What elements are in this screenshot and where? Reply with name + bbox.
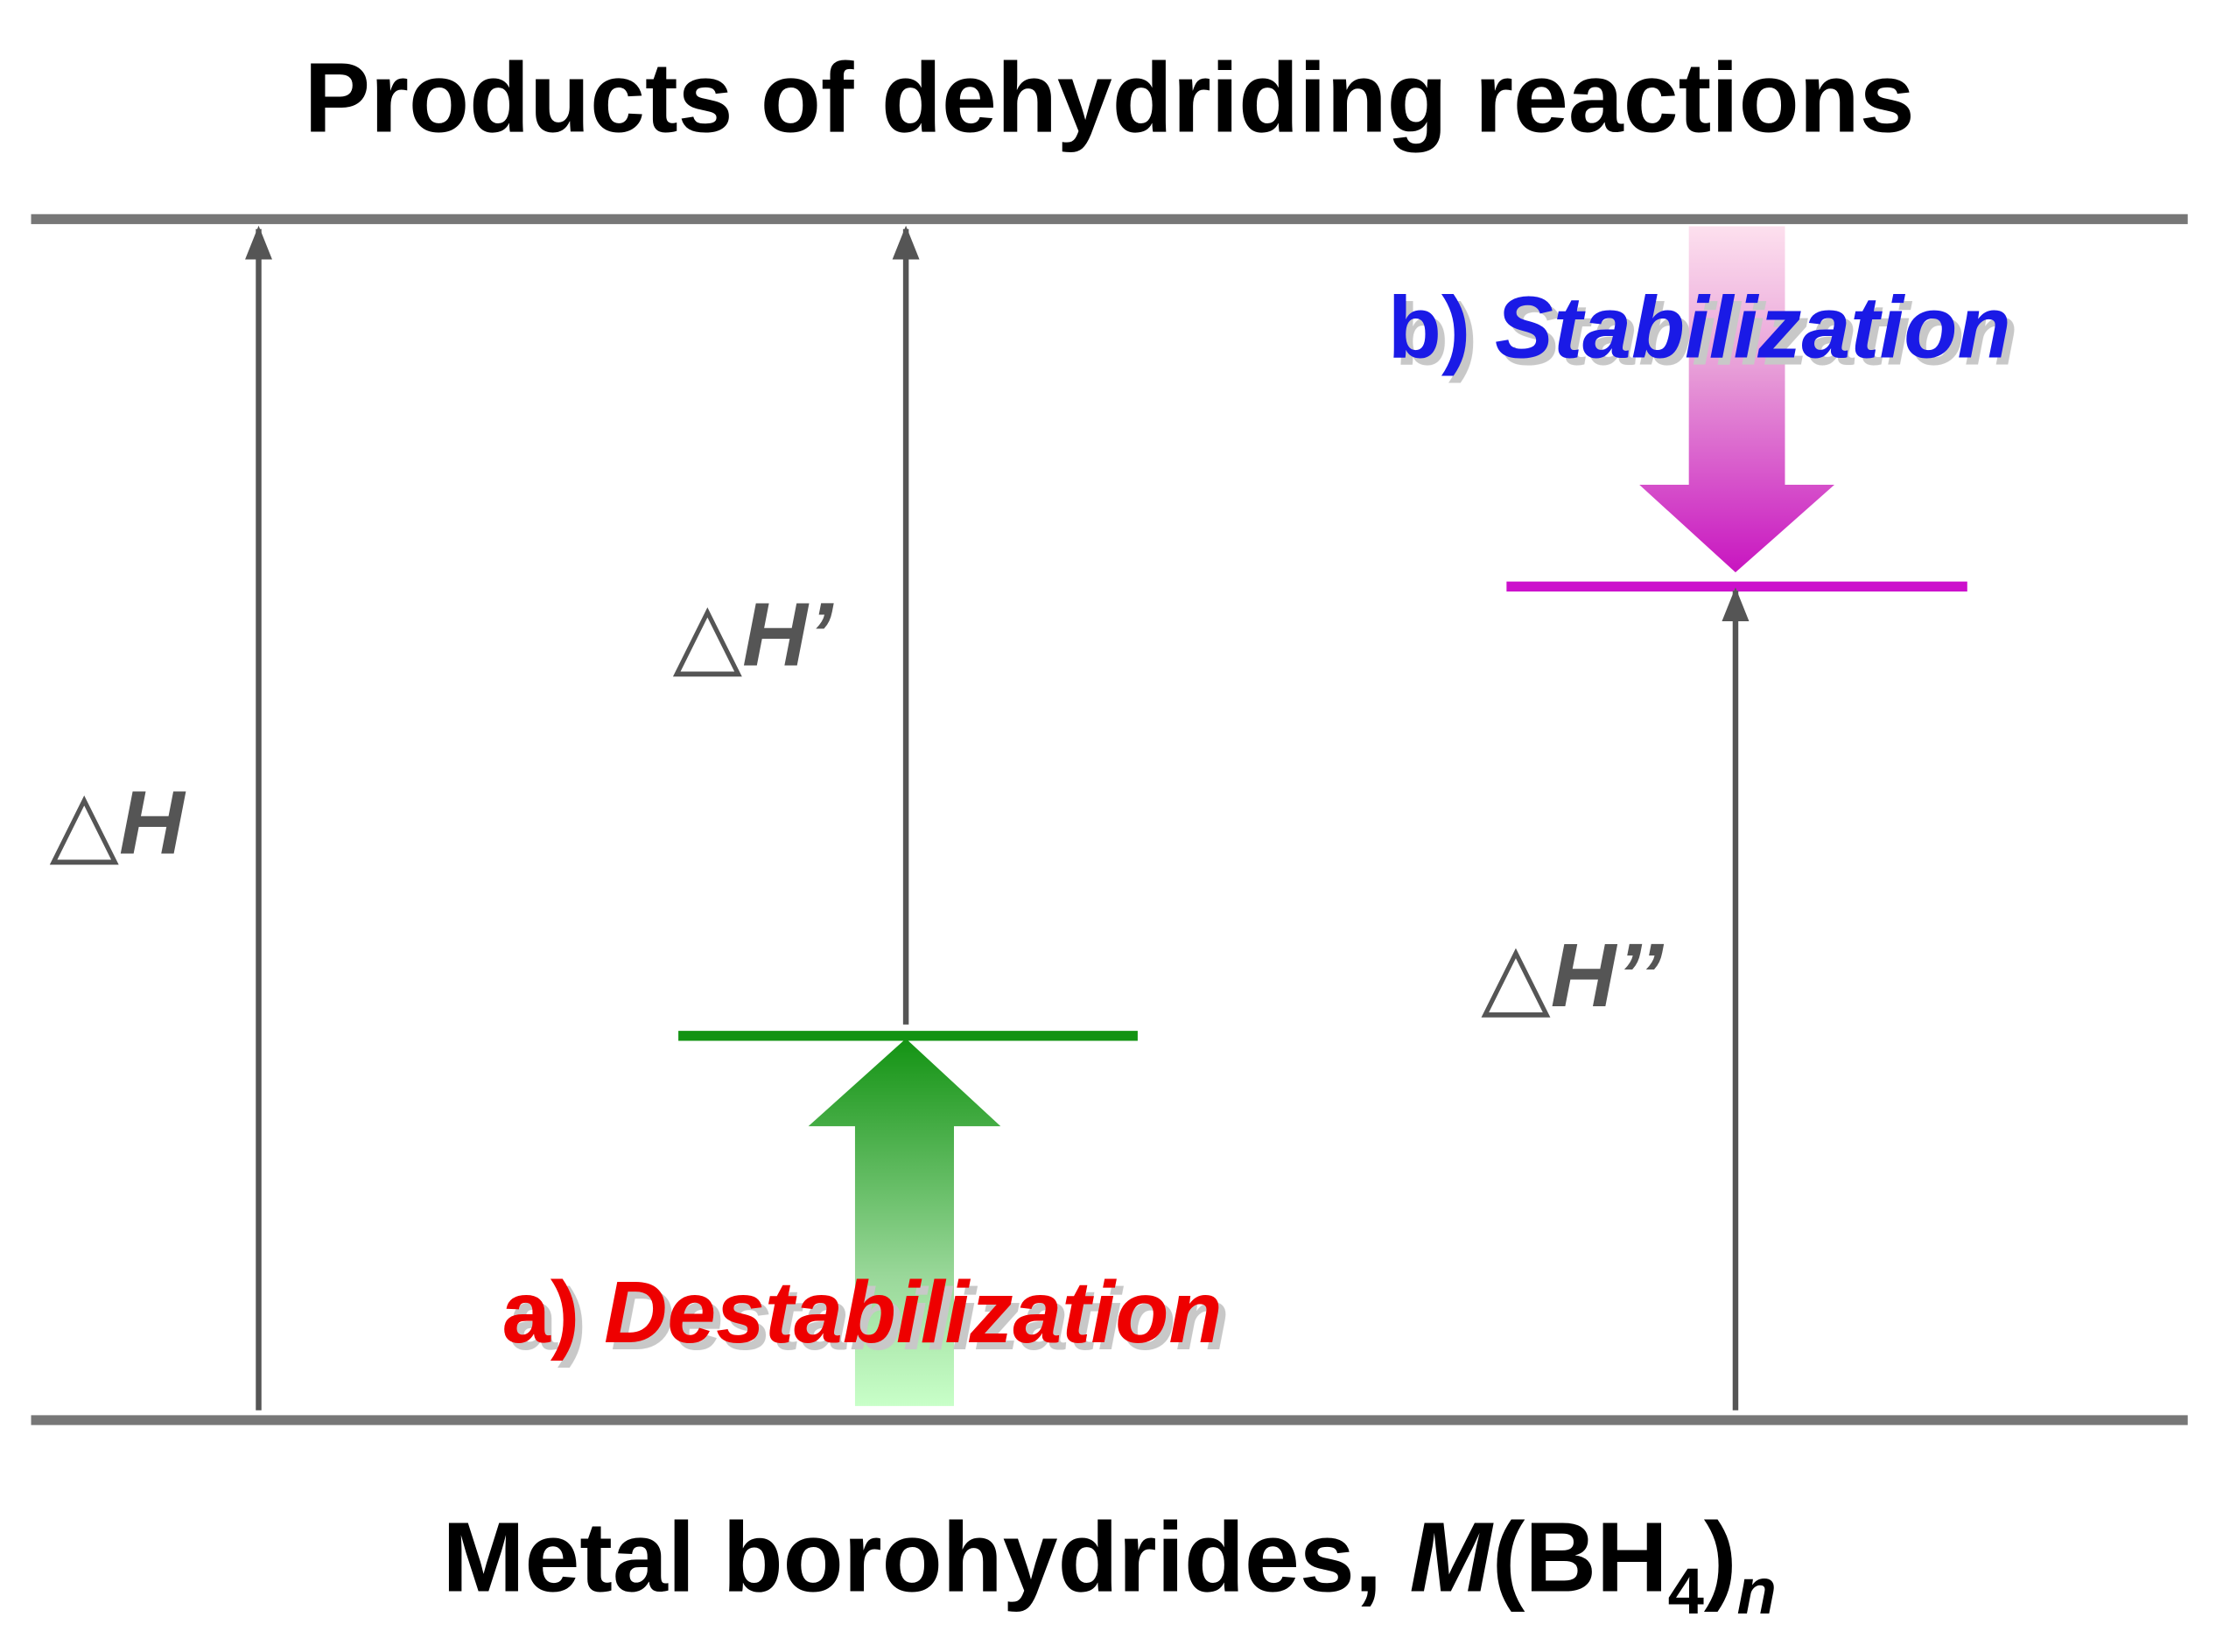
formula-subscript: 4	[1668, 1555, 1704, 1628]
destabilization-arrow	[808, 1039, 1001, 1406]
footer-text: Metal borohydrides,	[442, 1502, 1382, 1612]
footer: Metal borohydrides, M(BH4)n	[442, 1502, 1777, 1628]
formula-index: n	[1737, 1555, 1777, 1628]
formula-close: )	[1704, 1502, 1737, 1612]
stabilization-arrow	[1639, 226, 1835, 573]
stabilization-prefix: b)	[1388, 279, 1471, 377]
title: Products of dehydriding reactions	[305, 42, 1915, 152]
dh-prime-label: △H’	[673, 584, 834, 685]
dh-label: △H	[50, 771, 186, 872]
dh-double-prime-label: △H’’	[1481, 924, 1664, 1026]
stabilization-label: b) Stabilization	[1388, 279, 2011, 377]
stabilization-text: Stabilization	[1495, 279, 2011, 377]
destabilization-prefix: a)	[501, 1264, 579, 1362]
destabilization-label: a) Destabilization	[501, 1264, 1222, 1362]
formula-open: (BH	[1492, 1502, 1668, 1612]
formula-metal: M	[1410, 1502, 1495, 1612]
destabilization-text: Destabilization	[604, 1264, 1222, 1362]
